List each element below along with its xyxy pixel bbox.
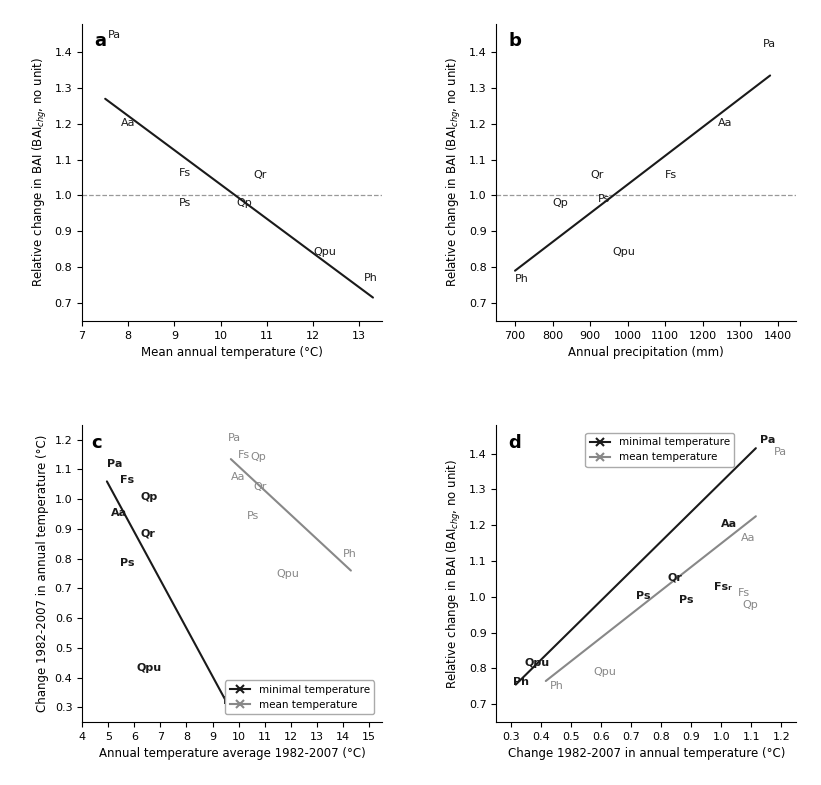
Text: Fs: Fs bbox=[665, 170, 677, 181]
Text: Aa: Aa bbox=[741, 533, 755, 543]
Text: Qp: Qp bbox=[141, 492, 158, 502]
Text: Qpu: Qpu bbox=[594, 666, 617, 677]
Text: Fs: Fs bbox=[738, 588, 750, 598]
X-axis label: Mean annual temperature (°C): Mean annual temperature (°C) bbox=[141, 346, 323, 359]
Legend: minimal temperature, mean temperature: minimal temperature, mean temperature bbox=[226, 681, 374, 714]
Text: Qpu: Qpu bbox=[277, 568, 300, 579]
Text: Qp: Qp bbox=[553, 198, 568, 207]
Text: Aa: Aa bbox=[231, 472, 245, 482]
X-axis label: Annual precipitation (mm): Annual precipitation (mm) bbox=[568, 346, 724, 359]
Text: Qr: Qr bbox=[253, 482, 266, 492]
Text: Ph: Ph bbox=[223, 696, 239, 706]
Text: Qpu: Qpu bbox=[525, 658, 550, 667]
Text: Ps: Ps bbox=[598, 194, 610, 204]
X-axis label: Annual temperature average 1982-2007 (°C): Annual temperature average 1982-2007 (°C… bbox=[99, 747, 365, 761]
Text: Ph: Ph bbox=[513, 677, 529, 687]
Text: Fs: Fs bbox=[237, 451, 250, 460]
Text: Aa: Aa bbox=[122, 118, 135, 128]
Text: Ph: Ph bbox=[364, 273, 378, 283]
Text: Aa: Aa bbox=[722, 519, 737, 529]
Text: Ph: Ph bbox=[343, 550, 357, 559]
Text: Ph: Ph bbox=[550, 681, 564, 692]
Text: d: d bbox=[508, 434, 521, 452]
Text: Pa: Pa bbox=[108, 30, 121, 40]
Text: Aa: Aa bbox=[718, 118, 732, 128]
Text: Fs: Fs bbox=[120, 475, 134, 485]
Text: Qr: Qr bbox=[141, 529, 156, 539]
Text: Qr: Qr bbox=[253, 170, 266, 181]
Text: Fsᵣ: Fsᵣ bbox=[713, 582, 732, 593]
Text: b: b bbox=[508, 32, 521, 50]
Text: Fs: Fs bbox=[179, 168, 191, 177]
Y-axis label: Change 1982-2007 in annual temperature (°C): Change 1982-2007 in annual temperature (… bbox=[36, 435, 49, 712]
Text: Ps: Ps bbox=[120, 558, 135, 568]
Text: Qpu: Qpu bbox=[313, 246, 336, 257]
Text: Qp: Qp bbox=[250, 452, 266, 462]
Text: Ps: Ps bbox=[246, 510, 259, 520]
Text: c: c bbox=[91, 434, 102, 452]
Text: a: a bbox=[94, 32, 106, 50]
Y-axis label: Relative change in BAI (BAI$_{chg}$, no unit): Relative change in BAI (BAI$_{chg}$, no … bbox=[445, 57, 463, 287]
Text: Ph: Ph bbox=[515, 274, 529, 284]
Y-axis label: Relative change in BAI (BAI$_{chg}$, no unit): Relative change in BAI (BAI$_{chg}$, no … bbox=[445, 458, 463, 688]
Text: Pa: Pa bbox=[107, 458, 122, 469]
Text: Pa: Pa bbox=[760, 435, 776, 445]
Text: Ps: Ps bbox=[679, 595, 694, 605]
Text: Qp: Qp bbox=[236, 198, 253, 207]
Text: Aa: Aa bbox=[111, 508, 127, 517]
Text: Ps: Ps bbox=[635, 590, 650, 601]
Text: Qpu: Qpu bbox=[137, 663, 162, 673]
Text: Pa: Pa bbox=[228, 433, 241, 444]
Text: Qr: Qr bbox=[590, 170, 603, 181]
Text: Qr: Qr bbox=[667, 573, 682, 582]
Legend: minimal temperature, mean temperature: minimal temperature, mean temperature bbox=[585, 433, 734, 466]
Text: Qp: Qp bbox=[742, 601, 758, 610]
Text: Qpu: Qpu bbox=[612, 246, 635, 257]
X-axis label: Change 1982-2007 in annual temperature (°C): Change 1982-2007 in annual temperature (… bbox=[507, 747, 785, 761]
Text: Ps: Ps bbox=[179, 198, 191, 207]
Text: Pa: Pa bbox=[774, 447, 787, 458]
Text: Pa: Pa bbox=[763, 38, 776, 49]
Y-axis label: Relative change in BAI (BAI$_{chg}$, no unit): Relative change in BAI (BAI$_{chg}$, no … bbox=[31, 57, 49, 287]
